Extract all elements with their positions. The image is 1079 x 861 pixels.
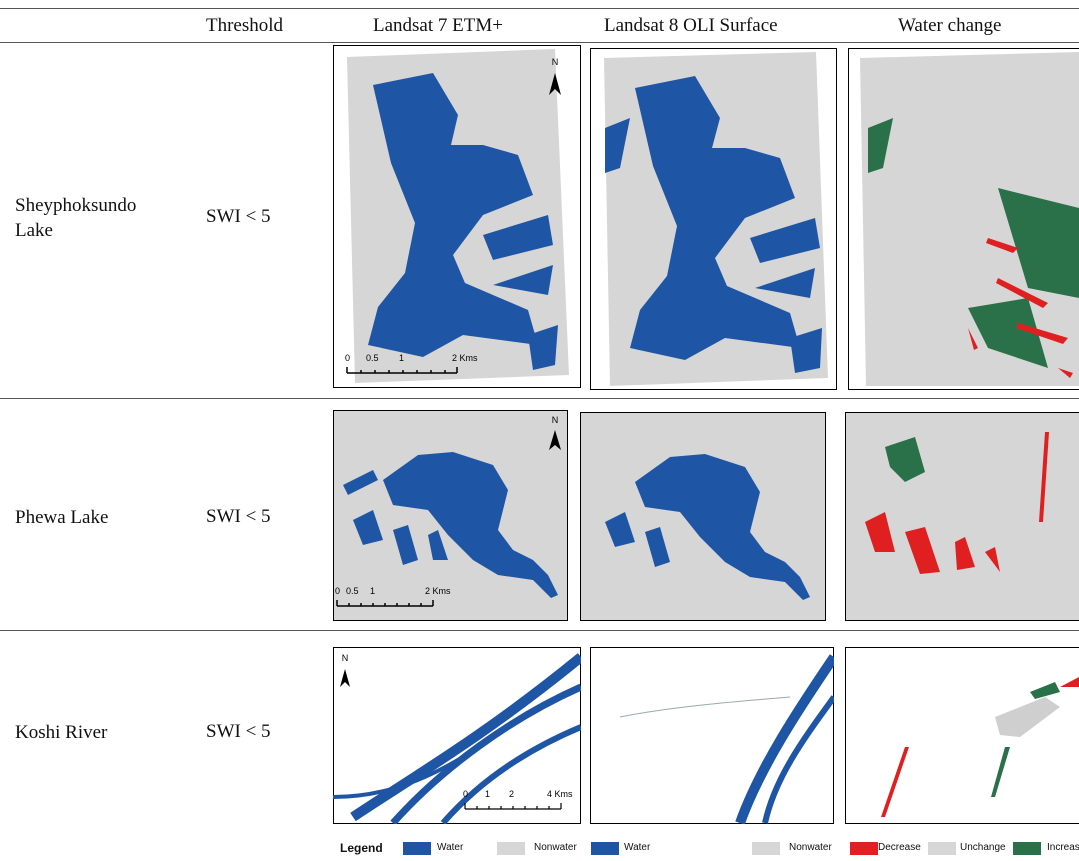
map-landsat7: N 0 0.5 1 2 Kms [333, 410, 568, 621]
map-landsat8 [580, 412, 826, 621]
scale-label: 1 [399, 353, 404, 363]
north-label: N [552, 57, 559, 67]
row-label: Sheyphoksundo Lake [15, 193, 165, 243]
legend-swatch [591, 842, 619, 855]
legend-swatch [752, 842, 780, 855]
map-landsat8 [590, 48, 837, 390]
legend-swatch [403, 842, 431, 855]
map-water-change [845, 647, 1079, 824]
scale-label: 0.5 [366, 353, 379, 363]
rule [0, 8, 1079, 9]
legend-label: Nonwater [789, 840, 832, 856]
threshold: SWI < 5 [206, 720, 271, 744]
column-header: Water change [898, 14, 1001, 38]
map-water-change [848, 48, 1079, 390]
column-header: Threshold [206, 14, 283, 38]
legend-swatch [1013, 842, 1041, 855]
scale-label: 0 [345, 353, 350, 363]
legend-label: Water [624, 840, 650, 856]
legend-title: Legend [340, 840, 383, 856]
legend-swatch [850, 842, 878, 855]
scale-label: 1 [370, 586, 375, 596]
rule [0, 42, 1079, 43]
legend-swatch [497, 842, 525, 855]
scale-label: 1 [485, 789, 490, 799]
north-label: N [342, 653, 349, 663]
scale-label: 0 [463, 789, 468, 799]
page: Threshold Landsat 7 ETM+ Landsat 8 OLI S… [0, 0, 1079, 861]
rule [0, 630, 1079, 631]
rule [0, 398, 1079, 399]
row-label: Koshi River [15, 720, 165, 745]
legend-label: Increas [1047, 840, 1079, 856]
scale-label: 2 Kms [425, 586, 451, 596]
map-landsat7: N 0 0.5 1 2 Kms [333, 45, 581, 388]
scale-label: 2 Kms [452, 353, 478, 363]
map-landsat7: N 0 1 2 4 Kms [333, 647, 581, 824]
legend-label: Unchange [960, 840, 1006, 856]
legend-label: Water [437, 840, 463, 856]
threshold: SWI < 5 [206, 505, 271, 529]
scale-label: 4 Kms [547, 789, 573, 799]
legend-label: Nonwater [534, 840, 577, 856]
map-water-change [845, 412, 1079, 621]
legend-label: Decrease [878, 840, 921, 856]
scale-label: 0.5 [346, 586, 359, 596]
column-header: Landsat 7 ETM+ [373, 14, 503, 38]
legend-swatch [928, 842, 956, 855]
threshold: SWI < 5 [206, 205, 271, 229]
north-label: N [552, 415, 559, 425]
column-header: Landsat 8 OLI Surface [604, 14, 778, 38]
row-label: Phewa Lake [15, 505, 165, 530]
scale-label: 2 [509, 789, 514, 799]
map-landsat8 [590, 647, 834, 824]
scale-label: 0 [335, 586, 340, 596]
